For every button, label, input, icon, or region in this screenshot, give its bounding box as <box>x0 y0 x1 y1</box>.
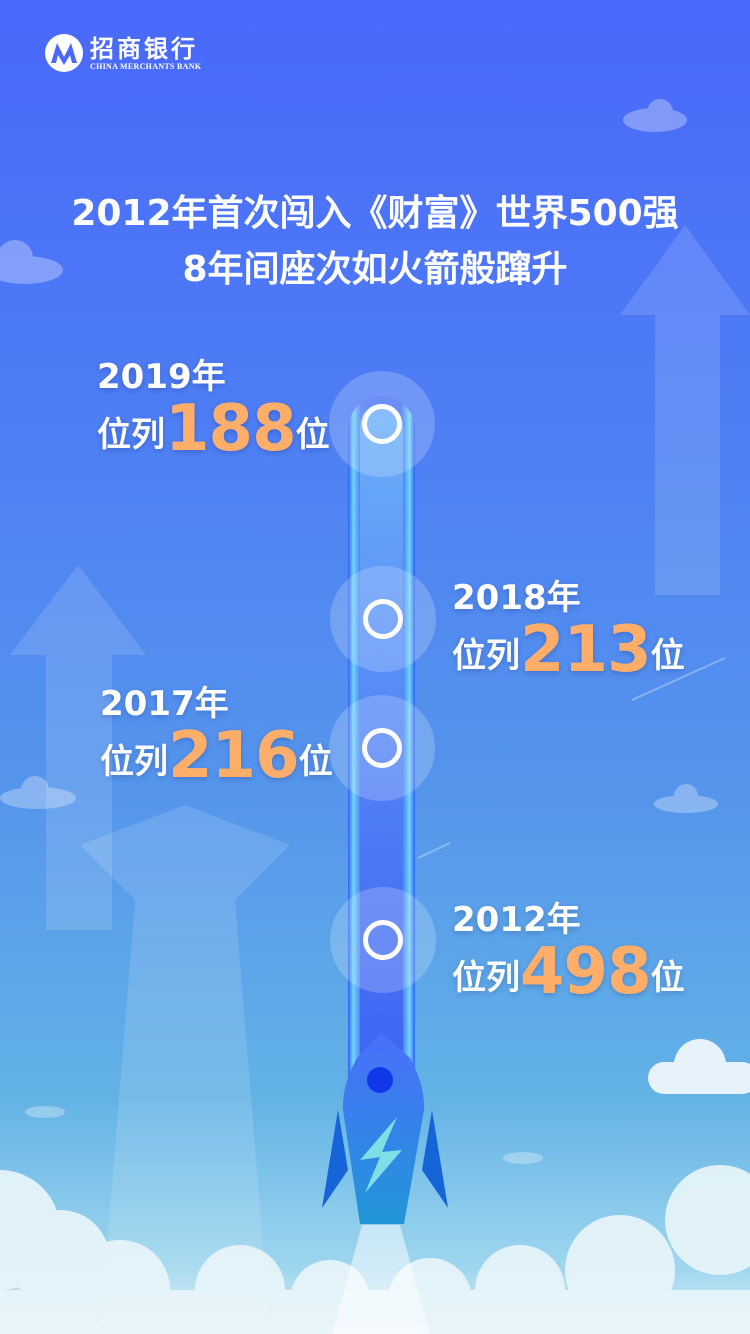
milestone-2012: 2012年 位列498位 <box>452 900 685 1004</box>
milestone-prefix: 位列 <box>452 636 520 676</box>
milestone-ring <box>362 404 402 444</box>
logo-text: 招商银行 CHINA MERCHANTS BANK <box>90 36 201 71</box>
milestone-suffix: 位 <box>295 415 330 455</box>
milestone-2019: 2019年 位列188位 <box>97 357 330 461</box>
milestone-2018: 2018年 位列213位 <box>452 578 685 682</box>
arrow-up-icon <box>620 225 750 595</box>
milestone-ring <box>363 599 403 639</box>
milestone-rank-line: 位列213位 <box>452 618 685 682</box>
tower-icon <box>80 805 290 1334</box>
milestone-ring <box>362 728 402 768</box>
headline-line1: 2012年首次闯入《财富》世界500强 <box>71 193 679 234</box>
milestone-year: 2018年 <box>452 578 581 618</box>
milestone-node-2012 <box>330 887 436 993</box>
milestone-node-2018 <box>330 566 436 672</box>
milestone-rank: 213 <box>520 613 652 687</box>
milestone-rank-line: 位列498位 <box>452 940 685 1004</box>
cmb-logo-icon <box>45 34 83 72</box>
milestone-prefix: 位列 <box>100 742 168 782</box>
headline-line2: 8年间座次如火箭般蹿升 <box>182 249 568 290</box>
logo: 招商银行 CHINA MERCHANTS BANK <box>44 33 201 73</box>
lightning-bolt-icon <box>360 1117 402 1193</box>
milestone-rank-line: 位列216位 <box>100 724 333 788</box>
streak <box>417 842 451 859</box>
logo-name-en: CHINA MERCHANTS BANK <box>90 61 202 71</box>
milestone-suffix: 位 <box>650 958 685 998</box>
milestone-year: 2019年 <box>97 357 226 397</box>
milestone-2017: 2017年 位列216位 <box>100 684 333 788</box>
rocket-icon <box>322 1032 448 1224</box>
cloud-icon <box>648 1039 750 1094</box>
arrow-up-icon <box>10 565 146 930</box>
milestone-suffix: 位 <box>650 636 685 676</box>
milestone-rank: 188 <box>165 392 297 466</box>
cloud-bank <box>0 1165 750 1334</box>
streak <box>631 657 726 701</box>
cloud-icon <box>0 99 718 1164</box>
milestone-prefix: 位列 <box>452 958 520 998</box>
milestone-rank: 498 <box>520 935 652 1009</box>
milestone-node-2017 <box>329 695 435 801</box>
rocket-exhaust <box>332 1225 430 1334</box>
milestone-node-2019 <box>329 371 435 477</box>
milestone-year: 2012年 <box>452 900 581 940</box>
logo-name-cn: 招商银行 <box>90 34 198 63</box>
headline: 2012年首次闯入《财富》世界500强 8年间座次如火箭般蹿升 <box>0 186 750 298</box>
milestone-rank: 216 <box>168 719 300 793</box>
milestone-rank-line: 位列188位 <box>97 397 330 461</box>
milestone-year: 2017年 <box>100 684 229 724</box>
milestone-prefix: 位列 <box>97 415 165 455</box>
milestone-ring <box>363 920 403 960</box>
rocket-window-icon <box>367 1067 393 1093</box>
milestone-suffix: 位 <box>298 742 333 782</box>
